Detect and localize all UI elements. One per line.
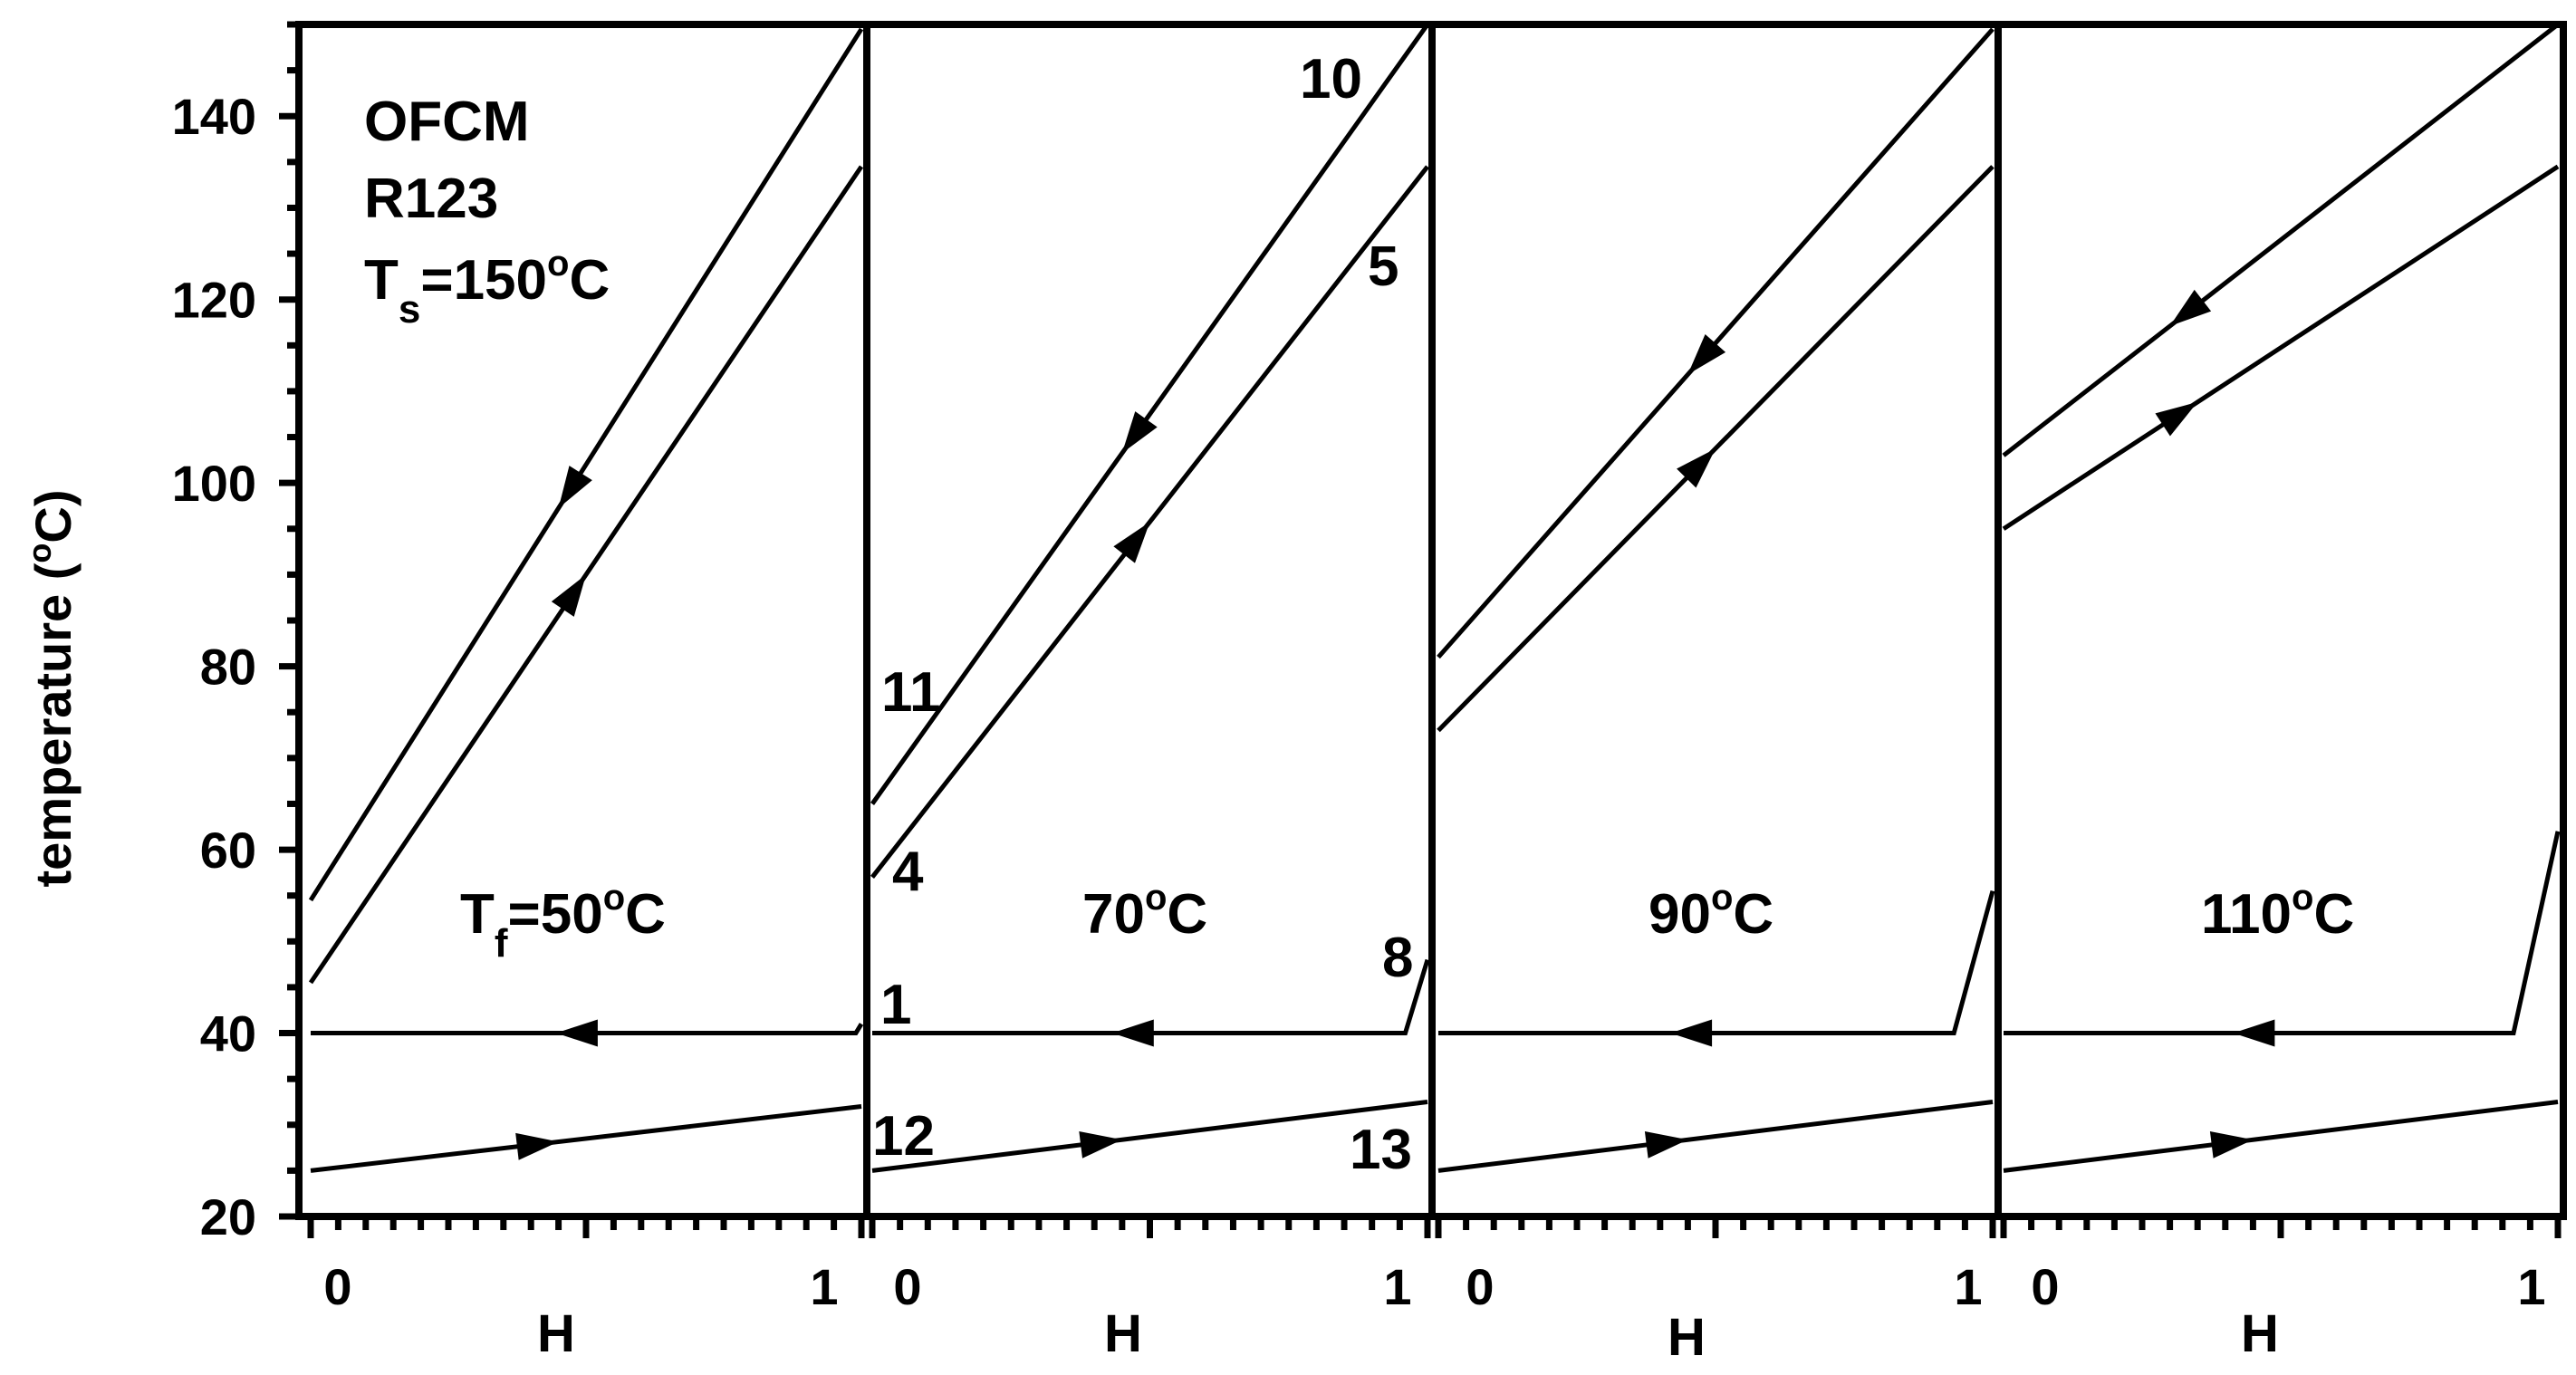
panel-4-series-3-arrow — [2233, 1019, 2275, 1047]
annotation-ts: Ts=150oC — [364, 244, 610, 332]
panel-1-label: Tf=50oC — [460, 878, 666, 966]
point-label-10: 10 — [1300, 48, 1362, 111]
y-tick-label-20: 20 — [200, 1188, 256, 1245]
panel-1-label-degree: o — [603, 878, 625, 918]
panel-3-label: 90oC — [1648, 878, 1773, 946]
panel-3-label-value: 90 — [1648, 883, 1711, 946]
point-label-5: 5 — [1368, 236, 1399, 298]
panel-4-series-1-arrow — [2161, 289, 2212, 337]
point-label-12: 12 — [872, 1105, 935, 1168]
panel-2-xaxis-title: H — [1104, 1304, 1142, 1363]
panel-1-series-1-arrow — [546, 466, 592, 516]
panel-2-xtick-1: 1 — [1383, 1258, 1411, 1315]
panel-3-label-degree: o — [1711, 878, 1733, 918]
panel-1-series-4 — [310, 1104, 862, 1173]
panel-3-xtick-1: 1 — [1954, 1258, 1982, 1315]
panel-1-label-value: =50 — [508, 883, 603, 946]
panel-1-xtick-0: 0 — [323, 1258, 351, 1315]
panel-4-series-2-arrow — [2155, 390, 2206, 437]
panel-1-xtick-1: 1 — [810, 1258, 838, 1315]
panel-3-series-3 — [1438, 889, 1995, 1035]
annotation-ts-degree: o — [547, 244, 569, 284]
panel-4-series-3 — [2004, 831, 2561, 1035]
panel-2-series-3-arrow — [1111, 1019, 1154, 1047]
panel-2-series-3 — [872, 958, 1430, 1035]
panel-1-xaxis-title: H — [537, 1304, 575, 1363]
panel-1-label-sub: f — [495, 921, 508, 966]
annotation-line-2: R123 — [364, 168, 498, 230]
panel-2-label-value: 70 — [1082, 883, 1145, 946]
annotation-ts-value: =150 — [420, 249, 547, 312]
y-axis-title: temperature (oC) — [21, 490, 82, 888]
panel-3-series-1 — [1437, 27, 1994, 659]
y-tick-label-140: 140 — [172, 88, 256, 145]
panel-2-series-1-arrow — [1110, 411, 1158, 462]
axes-layer — [279, 21, 2567, 1238]
panel-1-series-1 — [308, 27, 864, 902]
y-tick-label-80: 80 — [200, 639, 256, 696]
panel-4-xtick-1: 1 — [2517, 1258, 2545, 1315]
panel-3-series-3-arrow — [1670, 1019, 1713, 1047]
annotation-ts-prefix: T — [364, 249, 399, 312]
panel-3-xaxis-title: H — [1668, 1308, 1706, 1367]
panel-3-xtick-0: 0 — [1466, 1258, 1494, 1315]
y-axis-title-degree: o — [21, 543, 58, 563]
panel-3-label-unit: C — [1733, 883, 1773, 946]
y-axis-title-text: temperature ( — [24, 562, 82, 887]
panel-4-series-4 — [2003, 1100, 2559, 1173]
panel-1-series-3 — [311, 1023, 864, 1035]
panel-2-label-unit: C — [1167, 883, 1207, 946]
panel-4-xaxis-title: H — [2241, 1304, 2279, 1363]
panel-2-series-1 — [870, 23, 1430, 805]
point-label-1: 1 — [880, 974, 911, 1036]
panel-4-label-unit: C — [2313, 883, 2354, 946]
point-label-4: 4 — [892, 841, 924, 903]
panel-4-label: 110oC — [2201, 878, 2354, 946]
panel-4-label-degree: o — [2292, 878, 2313, 918]
y-tick-label-120: 120 — [172, 272, 256, 329]
point-label-13: 13 — [1350, 1119, 1412, 1181]
point-label-11: 11 — [881, 661, 941, 724]
panel-4-label-value: 110 — [2201, 883, 2292, 946]
panel-1-series-3-arrow — [555, 1019, 598, 1047]
y-tick-label-40: 40 — [200, 1005, 256, 1062]
panel-2-label: 70oC — [1082, 878, 1207, 946]
point-label-8: 8 — [1382, 927, 1413, 989]
text-layer: temperature (oC) OFCM R123 Ts=150oC 10 5… — [21, 48, 2546, 1367]
annotation-ts-sub: s — [399, 287, 420, 332]
panel-1-label-unit: C — [625, 883, 666, 946]
annotation-line-1: OFCM — [364, 91, 530, 153]
panel-4-xtick-0: 0 — [2031, 1258, 2059, 1315]
panel-2-xtick-0: 0 — [893, 1258, 921, 1315]
y-axis-title-unit: C) — [24, 490, 82, 543]
panel-3-series-2 — [1437, 165, 1994, 733]
annotation-ts-unit: C — [569, 249, 610, 312]
panel-4-series-1 — [2002, 23, 2560, 457]
panel-2-series-4 — [871, 1100, 1428, 1173]
panel-1-series-2-arrow — [551, 567, 598, 617]
panel-3-series-4 — [1437, 1100, 1994, 1173]
panel-2-series-2-arrow — [1113, 513, 1161, 563]
y-tick-label-60: 60 — [200, 822, 256, 879]
y-tick-label-100: 100 — [172, 455, 256, 512]
panel-4-series-2 — [2002, 164, 2560, 531]
series-layer — [308, 23, 2561, 1173]
panel-2-series-2 — [870, 165, 1429, 879]
panel-2-label-degree: o — [1145, 878, 1167, 918]
panel-1-label-prefix: T — [460, 883, 495, 946]
